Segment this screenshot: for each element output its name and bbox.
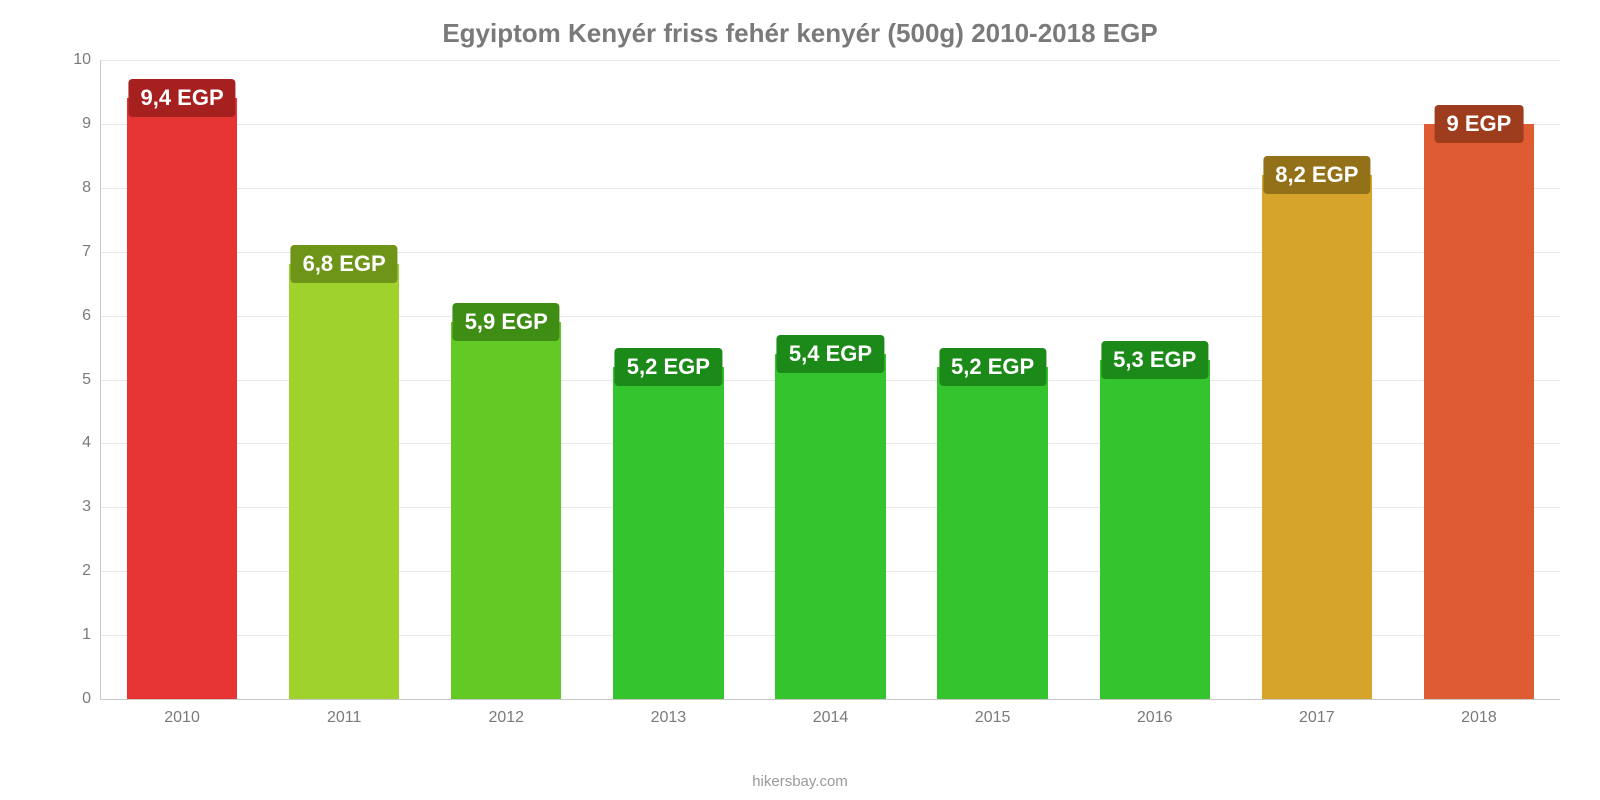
- bar-value-label: 5,9 EGP: [453, 303, 560, 341]
- bar: 9 EGP: [1424, 60, 1534, 699]
- y-tick-label: 3: [82, 498, 101, 516]
- bar-slot: 5,9 EGP2012: [425, 60, 587, 699]
- bar-slot: 5,3 EGP2016: [1074, 60, 1236, 699]
- x-tick-label: 2011: [327, 699, 361, 727]
- y-tick-label: 8: [82, 179, 101, 197]
- bar-value-label: 8,2 EGP: [1263, 156, 1370, 194]
- bar-slot: 5,2 EGP2013: [587, 60, 749, 699]
- x-tick-label: 2016: [1137, 699, 1173, 727]
- plot-region: 012345678910 9,4 EGP20106,8 EGP20115,9 E…: [100, 60, 1560, 700]
- x-tick-label: 2015: [975, 699, 1011, 727]
- x-tick-label: 2017: [1299, 699, 1335, 727]
- bar: 9,4 EGP: [127, 60, 237, 699]
- bar-fill: [1424, 124, 1534, 699]
- bar-slot: 9,4 EGP2010: [101, 60, 263, 699]
- bar: 5,3 EGP: [1100, 60, 1210, 699]
- x-tick-label: 2010: [164, 699, 200, 727]
- bar-fill: [127, 98, 237, 699]
- y-tick-label: 2: [82, 562, 101, 580]
- y-tick-label: 4: [82, 434, 101, 452]
- bar-slot: 9 EGP2018: [1398, 60, 1560, 699]
- chart-title: Egyiptom Kenyér friss fehér kenyér (500g…: [0, 0, 1600, 59]
- y-tick-label: 1: [82, 626, 101, 644]
- bar-value-label: 5,2 EGP: [939, 348, 1046, 386]
- y-tick-label: 6: [82, 307, 101, 325]
- bar-fill: [775, 354, 885, 699]
- bar: 5,9 EGP: [451, 60, 561, 699]
- bar-value-label: 5,4 EGP: [777, 335, 884, 373]
- chart-area: 012345678910 9,4 EGP20106,8 EGP20115,9 E…: [60, 60, 1570, 740]
- bar: 5,2 EGP: [613, 60, 723, 699]
- bar-fill: [613, 367, 723, 699]
- bar-value-label: 5,2 EGP: [615, 348, 722, 386]
- bar: 6,8 EGP: [289, 60, 399, 699]
- attribution-text: hikersbay.com: [752, 773, 848, 790]
- bar-value-label: 5,3 EGP: [1101, 341, 1208, 379]
- bar-slot: 5,2 EGP2015: [912, 60, 1074, 699]
- bar: 5,2 EGP: [937, 60, 1047, 699]
- y-tick-label: 0: [82, 690, 101, 708]
- bar-fill: [1100, 360, 1210, 699]
- x-tick-label: 2013: [651, 699, 687, 727]
- x-tick-label: 2014: [813, 699, 849, 727]
- bar-value-label: 9 EGP: [1435, 105, 1524, 143]
- bar-value-label: 9,4 EGP: [128, 79, 235, 117]
- bar-slot: 8,2 EGP2017: [1236, 60, 1398, 699]
- bar: 8,2 EGP: [1262, 60, 1372, 699]
- y-tick-label: 7: [82, 243, 101, 261]
- y-tick-label: 9: [82, 115, 101, 133]
- bar-value-label: 6,8 EGP: [291, 245, 398, 283]
- bar-fill: [289, 264, 399, 699]
- y-tick-label: 10: [73, 51, 101, 69]
- bar-slot: 6,8 EGP2011: [263, 60, 425, 699]
- bar-slot: 5,4 EGP2014: [749, 60, 911, 699]
- bars-row: 9,4 EGP20106,8 EGP20115,9 EGP20125,2 EGP…: [101, 60, 1560, 699]
- y-tick-label: 5: [82, 371, 101, 389]
- x-tick-label: 2018: [1461, 699, 1497, 727]
- bar-fill: [451, 322, 561, 699]
- bar: 5,4 EGP: [775, 60, 885, 699]
- x-tick-label: 2012: [488, 699, 524, 727]
- bar-fill: [937, 367, 1047, 699]
- bar-fill: [1262, 175, 1372, 699]
